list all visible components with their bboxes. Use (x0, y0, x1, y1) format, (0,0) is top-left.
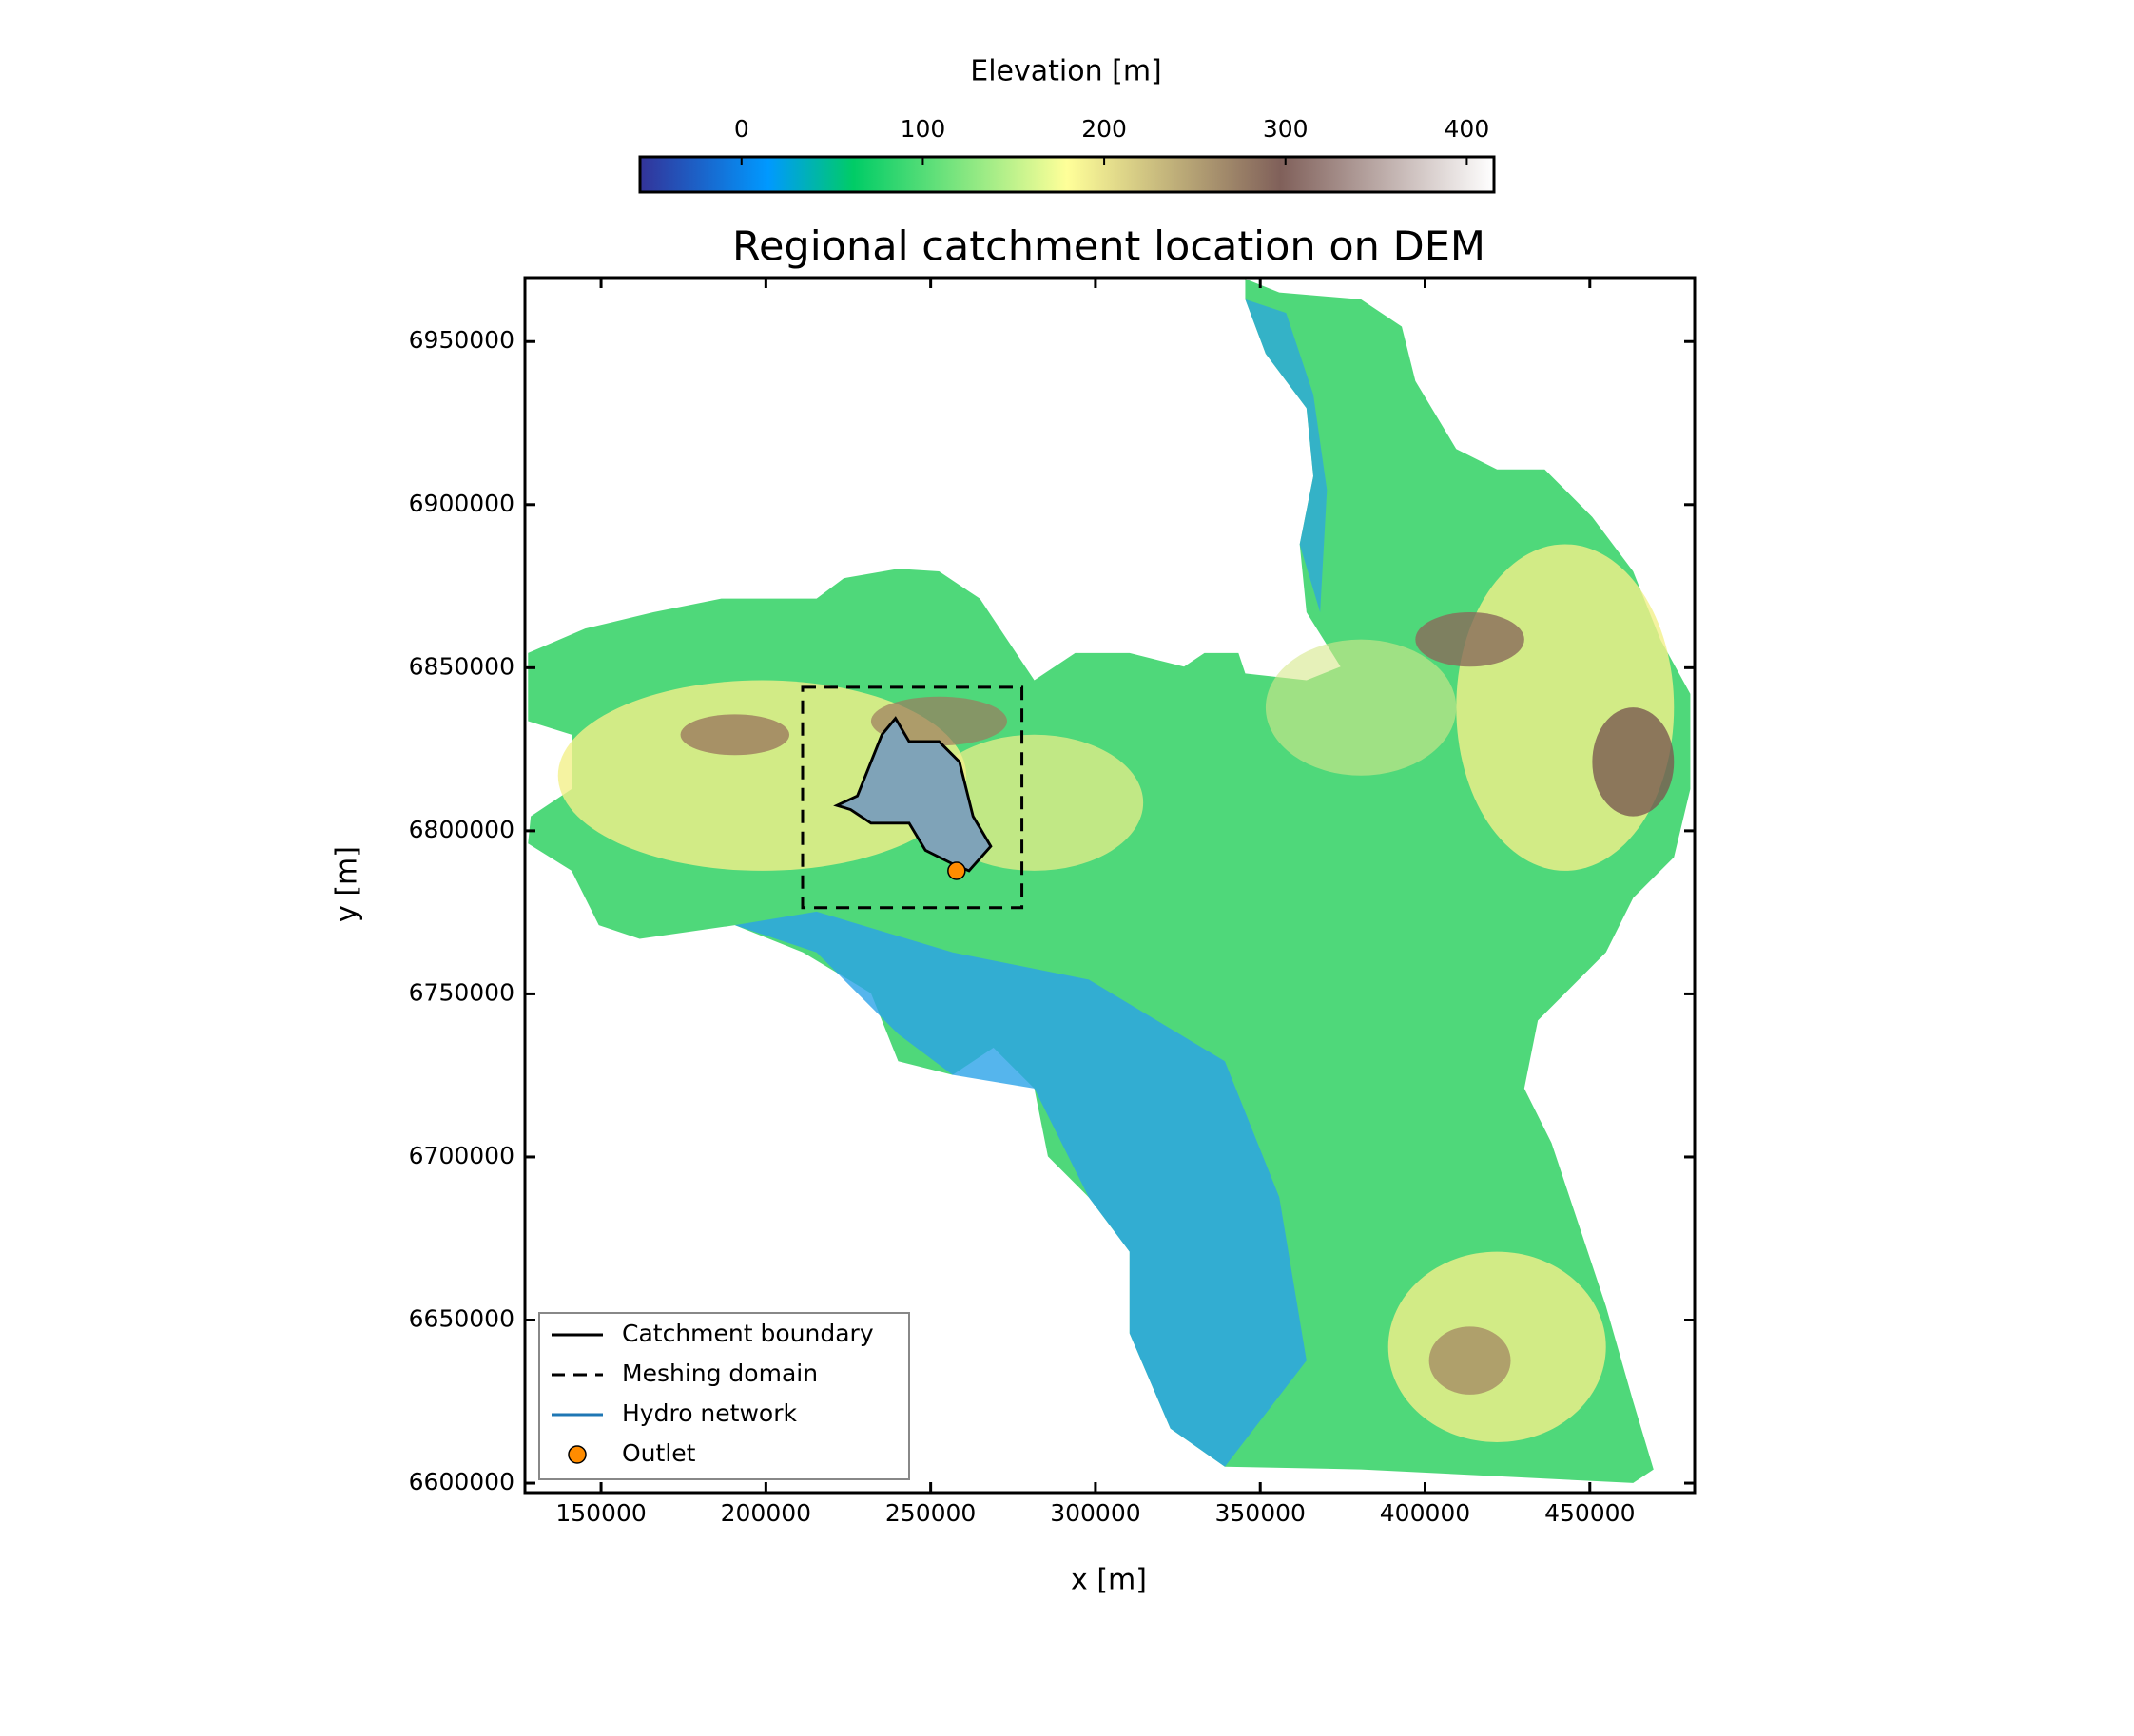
colorbar-tick-label: 400 (1445, 115, 1490, 143)
colorbar-label: Elevation [m] (970, 55, 1162, 88)
colorbar-tick-label: 0 (734, 115, 749, 143)
y-tick-label: 6800000 (409, 816, 514, 843)
legend-label: Outlet (622, 1439, 696, 1467)
x-tick-label: 250000 (885, 1499, 976, 1527)
x-axis-label: x [m] (1071, 1564, 1147, 1597)
y-tick-label: 6950000 (409, 326, 514, 354)
legend (538, 1312, 910, 1480)
legend-label: Catchment boundary (622, 1320, 874, 1347)
y-tick-label: 6850000 (409, 652, 514, 680)
chart-title: Regional catchment location on DEM (732, 223, 1485, 271)
axes-frame (523, 276, 1697, 1495)
x-tick-label: 450000 (1544, 1499, 1635, 1527)
y-tick-label: 6750000 (409, 978, 514, 1006)
colorbar (638, 155, 1496, 194)
outlet (947, 861, 966, 880)
colorbar-tick-label: 100 (901, 115, 946, 143)
colorbar-tick-label: 300 (1263, 115, 1309, 143)
x-tick-label: 400000 (1380, 1499, 1470, 1527)
catchment-boundary (833, 716, 993, 873)
y-tick-label: 6900000 (409, 490, 514, 517)
x-tick-label: 350000 (1214, 1499, 1305, 1527)
dem-map (528, 279, 1691, 1483)
y-axis-label: y [m] (331, 846, 364, 922)
legend-label: Meshing domain (622, 1360, 818, 1387)
legend-marker (568, 1445, 587, 1464)
x-tick-label: 300000 (1050, 1499, 1140, 1527)
colorbar-tick-label: 200 (1081, 115, 1127, 143)
y-tick-label: 6700000 (409, 1142, 514, 1169)
y-tick-label: 6600000 (409, 1468, 514, 1495)
meshing-domain (801, 685, 1024, 910)
x-tick-label: 150000 (555, 1499, 646, 1527)
legend-label: Hydro network (622, 1399, 797, 1427)
y-tick-label: 6650000 (409, 1305, 514, 1333)
x-tick-label: 200000 (721, 1499, 811, 1527)
